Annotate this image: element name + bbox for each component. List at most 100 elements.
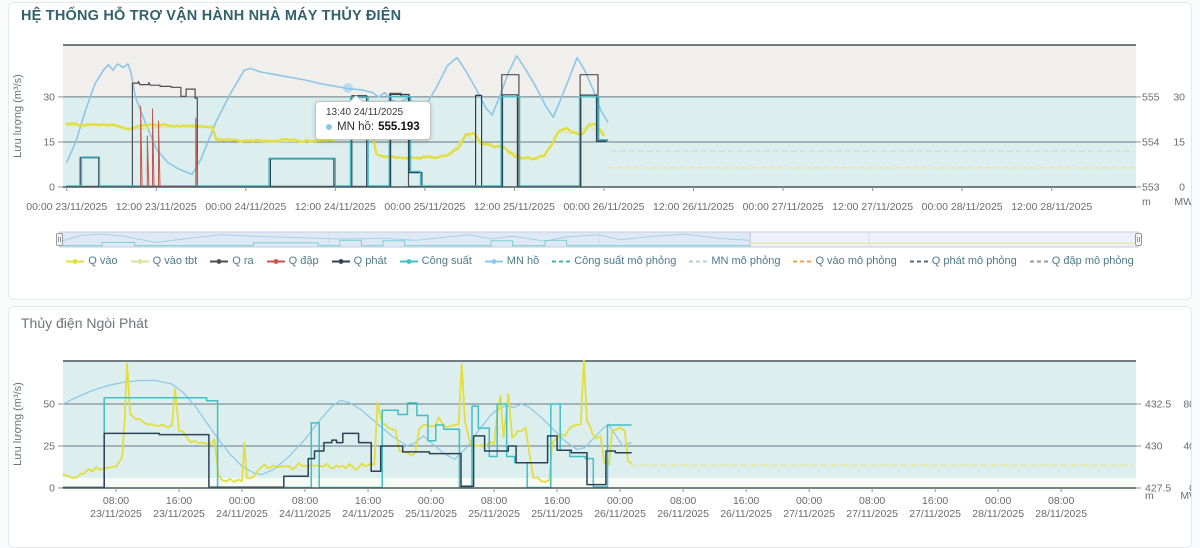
tooltip-series-label: MN hồ: xyxy=(337,121,375,133)
y-tick-label-left: 0 xyxy=(49,182,55,194)
x-tick-label: 00:00 xyxy=(607,495,633,507)
x-tick-label: 00:00 28/11/2025 xyxy=(922,201,1003,213)
navigator-left-handle[interactable] xyxy=(56,233,63,246)
legend-item[interactable]: MN hồ xyxy=(484,255,540,267)
ngoiphat-title: Thủy điện Ngòi Phát xyxy=(21,315,148,331)
y-tick-label-left: 30 xyxy=(43,91,55,103)
legend-marker-icon xyxy=(266,258,285,264)
legend-item-label: Q vào tbt xyxy=(152,255,198,267)
series-cong-suat[interactable] xyxy=(66,95,608,187)
series-mn-ho[interactable] xyxy=(65,54,609,176)
level-tick-label: 427.5 xyxy=(1145,483,1171,495)
plot-band xyxy=(63,361,1136,488)
y-tick-label-left: 0 xyxy=(49,483,55,495)
legend-item[interactable]: Q vào tbt xyxy=(130,255,198,267)
series-q-vao[interactable] xyxy=(62,359,632,484)
legend-item-label: Q đập xyxy=(288,255,319,267)
legend-item-label: MN hồ xyxy=(506,255,540,267)
system-chart-card: HỆ THỐNG HỖ TRỢ VẬN HÀNH NHÀ MÁY THỦY ĐI… xyxy=(8,2,1192,300)
x-tick-date-label: 26/11/2025 xyxy=(594,508,646,520)
legend-item[interactable]: Q đập xyxy=(266,255,319,267)
legend-item-label: Công suất xyxy=(421,255,472,267)
legend-item-label: Q vào mô phỏng xyxy=(815,255,897,267)
x-tick-label: 16:00 xyxy=(355,495,381,507)
legend-item[interactable]: Q đập mô phỏng xyxy=(1029,255,1134,267)
series-mn-ho[interactable] xyxy=(62,379,632,476)
x-tick-label: 08:00 xyxy=(103,495,129,507)
x-tick-label: 00:00 27/11/2025 xyxy=(743,201,824,213)
x-tick-date-label: 26/11/2025 xyxy=(657,508,709,520)
x-tick-label: 00:00 xyxy=(229,495,255,507)
x-tick-label: 16:00 xyxy=(922,495,948,507)
x-tick-date-label: 24/11/2025 xyxy=(216,508,268,520)
legend-item[interactable]: Công suất xyxy=(399,255,472,267)
x-tick-date-label: 27/11/2025 xyxy=(783,508,835,520)
x-tick-label: 12:00 26/11/2025 xyxy=(653,201,734,213)
legend-item-label: Q ra xyxy=(232,255,254,267)
x-tick-label: 16:00 xyxy=(166,495,192,507)
legend-item[interactable]: Q phát mô phỏng xyxy=(909,255,1017,267)
power-unit-label: MW xyxy=(1174,196,1191,208)
x-tick-label: 08:00 xyxy=(481,495,507,507)
legend-marker-icon xyxy=(689,260,708,262)
power-tick-label: 0 xyxy=(1179,182,1185,194)
chart-tooltip: 13:40 24/11/2025 MN hồ: 555.193 xyxy=(315,95,431,140)
chart-legend: Q vào Q vào tbt Q ra Q đập Q phát Công suất MN… xyxy=(9,255,1191,267)
x-tick-date-label: 23/11/2025 xyxy=(90,508,142,520)
legend-item[interactable]: Q vào mô phỏng xyxy=(793,255,897,267)
x-tick-label: 00:00 25/11/2025 xyxy=(384,201,465,213)
series-q-phat[interactable] xyxy=(62,432,632,489)
page-title: HỆ THỐNG HỖ TRỢ VẬN HÀNH NHÀ MÁY THỦY ĐI… xyxy=(21,8,402,24)
legend-item-label: Công suất mô phỏng xyxy=(574,255,677,267)
x-tick-label: 16:00 xyxy=(544,495,570,507)
legend-marker-icon xyxy=(399,258,418,264)
x-tick-date-label: 23/11/2025 xyxy=(153,508,205,520)
x-tick-label: 00:00 xyxy=(985,495,1011,507)
plot-band xyxy=(63,477,1136,488)
tooltip-marker-icon xyxy=(326,124,332,130)
legend-item-label: Q phát mô phỏng xyxy=(931,255,1017,267)
navigator-mini-power xyxy=(59,239,751,247)
x-tick-date-label: 24/11/2025 xyxy=(279,508,331,520)
power-tick-label: 80 xyxy=(1183,399,1191,411)
navigator-mini-level xyxy=(58,233,751,244)
tooltip-row: MN hồ: 555.193 xyxy=(326,121,420,133)
y-tick-label-left: 50 xyxy=(43,399,55,411)
level-tick-label: 430 xyxy=(1145,441,1163,453)
legend-marker-icon xyxy=(66,258,85,264)
series-q-ra[interactable] xyxy=(66,74,609,187)
navigator-track[interactable] xyxy=(58,231,1139,248)
chart-navigator[interactable] xyxy=(56,231,1142,248)
x-tick-date-label: 27/11/2025 xyxy=(846,508,898,520)
legend-item[interactable]: Q ra xyxy=(210,255,254,267)
legend-item-label: Q đập mô phỏng xyxy=(1051,255,1134,267)
legend-item[interactable]: Q phát xyxy=(331,255,387,267)
legend-marker-icon xyxy=(130,258,149,264)
x-tick-label: 12:00 23/11/2025 xyxy=(116,201,197,213)
x-tick-date-label: 28/11/2025 xyxy=(1035,508,1087,520)
x-tick-date-label: 27/11/2025 xyxy=(909,508,961,520)
legend-item[interactable]: Công suất mô phỏng xyxy=(552,255,676,267)
level-unit-label: m xyxy=(1142,196,1151,208)
system-flow-chart[interactable]: 00:00 23/11/2025 12:00 23/11/2025 00:00 24… xyxy=(9,31,1191,223)
x-tick-date-label: 24/11/2025 xyxy=(342,508,394,520)
navigator-future-region[interactable] xyxy=(750,232,1139,247)
x-tick-label: 00:00 xyxy=(796,495,822,507)
x-tick-label: 12:00 28/11/2025 xyxy=(1011,201,1092,213)
x-tick-label: 08:00 xyxy=(1048,495,1074,507)
legend-item[interactable]: MN mô phỏng xyxy=(689,255,780,267)
power-tick-label: 30 xyxy=(1173,91,1185,103)
y-axis-title: Lưu lượng (m³/s) xyxy=(12,74,24,158)
x-tick-label: 00:00 24/11/2025 xyxy=(205,201,286,213)
x-tick-label: 12:00 25/11/2025 xyxy=(474,201,555,213)
x-tick-label: 08:00 xyxy=(859,495,885,507)
power-unit-label: MW xyxy=(1180,490,1191,502)
x-tick-label: 08:00 xyxy=(670,495,696,507)
level-tick-label: 555 xyxy=(1142,91,1160,103)
ngoiphat-flow-chart[interactable]: 08:0023/11/202516:0023/11/202500:0024/11… xyxy=(9,349,1191,534)
x-tick-label: 00:00 xyxy=(418,495,444,507)
legend-item[interactable]: Q vào xyxy=(66,255,118,267)
x-tick-date-label: 25/11/2025 xyxy=(531,508,583,520)
legend-marker-icon xyxy=(1029,260,1048,262)
navigator-right-handle[interactable] xyxy=(1135,233,1142,246)
